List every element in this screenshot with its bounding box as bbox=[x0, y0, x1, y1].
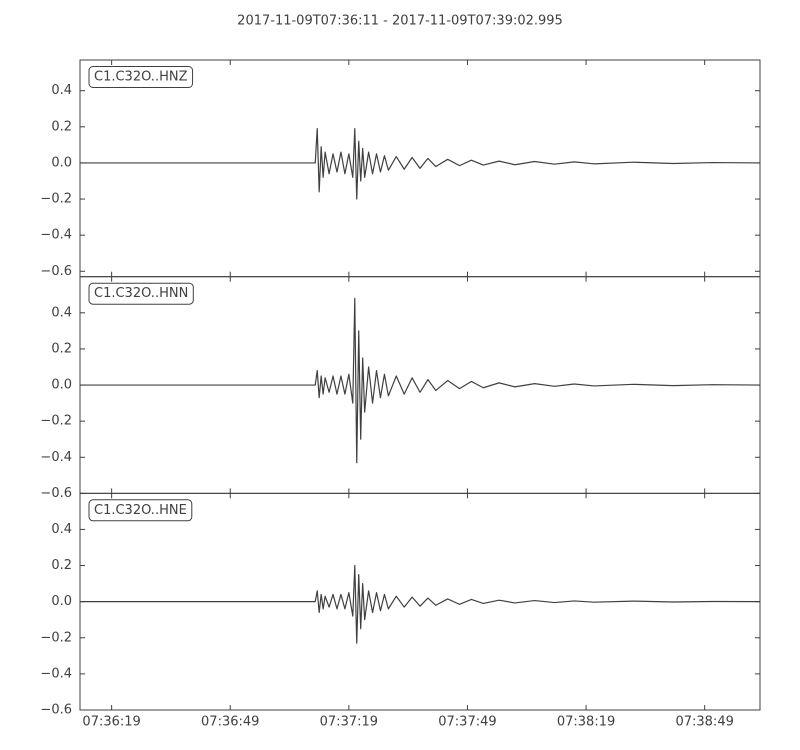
y-tick-label: 0.0 bbox=[51, 378, 72, 393]
y-tick-label: −0.4 bbox=[40, 450, 72, 465]
y-tick-label: 0.0 bbox=[51, 594, 72, 609]
x-tick-label: 07:37:19 bbox=[320, 715, 378, 730]
x-tick-label: 07:36:19 bbox=[82, 715, 140, 730]
trace-label: C1.C32O..HNZ bbox=[94, 70, 188, 85]
y-tick-label: −0.4 bbox=[40, 228, 72, 243]
y-tick-label: −0.6 bbox=[40, 486, 72, 501]
y-tick-label: −0.6 bbox=[40, 264, 72, 279]
y-tick-label: 0.4 bbox=[51, 305, 72, 320]
y-tick-label: 0.2 bbox=[51, 558, 72, 573]
waveform bbox=[80, 564, 761, 644]
y-tick-label: 0.4 bbox=[51, 522, 72, 537]
chart-title: 2017-11-09T07:36:11 - 2017-11-09T07:39:0… bbox=[237, 14, 563, 29]
trace-label-box bbox=[88, 282, 194, 305]
y-tick-label: −0.2 bbox=[40, 630, 72, 645]
trace-label-box bbox=[88, 499, 193, 522]
y-tick-label: −0.2 bbox=[40, 414, 72, 429]
trace-label: C1.C32O..HNN bbox=[94, 286, 188, 301]
trace-label: C1.C32O..HNE bbox=[94, 503, 187, 518]
y-tick-label: 0.4 bbox=[51, 83, 72, 98]
y-tick-label: −0.2 bbox=[40, 192, 72, 207]
x-tick-label: 07:37:49 bbox=[438, 715, 496, 730]
trace-label-box bbox=[88, 66, 194, 88]
y-tick-label: −0.6 bbox=[40, 703, 72, 718]
waveform bbox=[80, 297, 761, 464]
y-tick-label: 0.2 bbox=[51, 119, 72, 134]
x-tick-label: 07:38:49 bbox=[675, 715, 733, 730]
x-tick-label: 07:38:19 bbox=[557, 715, 615, 730]
waveform bbox=[80, 128, 761, 200]
y-tick-label: −0.4 bbox=[40, 666, 72, 681]
x-tick-label: 07:36:49 bbox=[201, 715, 259, 730]
y-tick-label: 0.2 bbox=[51, 341, 72, 356]
y-tick-label: 0.0 bbox=[51, 155, 72, 170]
